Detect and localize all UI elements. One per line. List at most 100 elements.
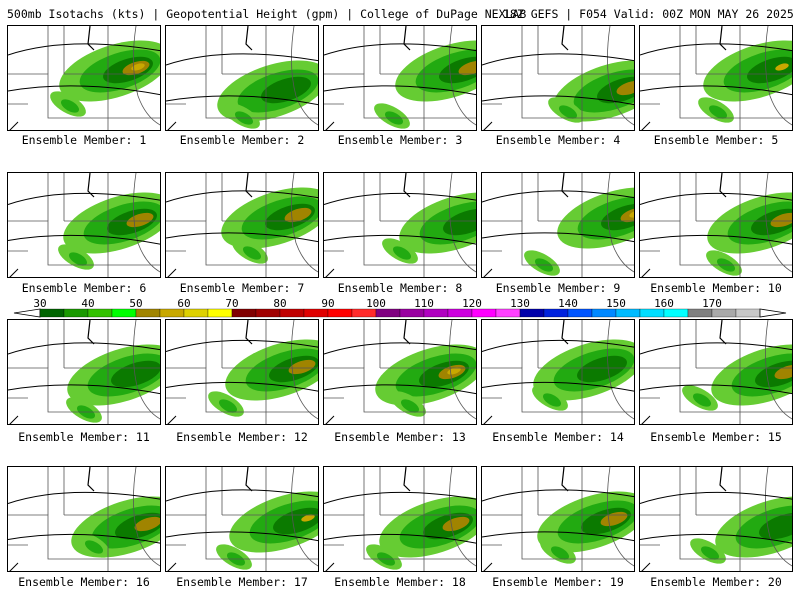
colorbar-segment <box>159 308 185 318</box>
isotach-map <box>166 320 318 424</box>
ensemble-member-label: Ensemble Member: 1 <box>21 133 147 147</box>
colorbar-segment <box>495 308 521 318</box>
colorbar-tick-label: 80 <box>273 297 287 310</box>
ensemble-panel <box>481 319 635 425</box>
ensemble-member-label: Ensemble Member: 19 <box>492 575 624 589</box>
colorbar-tick-label: 120 <box>462 297 482 310</box>
colorbar-segment <box>687 308 713 318</box>
colorbar-segment <box>39 308 65 318</box>
colorbar-segment <box>567 308 593 318</box>
colorbar-segment <box>447 308 473 318</box>
isotach-map <box>8 26 160 130</box>
ensemble-panel <box>481 172 635 278</box>
colorbar-segment <box>183 308 209 318</box>
isotach-map <box>640 26 792 130</box>
colorbar-tick-label: 130 <box>510 297 530 310</box>
ensemble-panel <box>323 319 477 425</box>
colorbar-segment <box>207 308 233 318</box>
ensemble-member-label: Ensemble Member: 16 <box>18 575 150 589</box>
ensemble-member-label: Ensemble Member: 2 <box>179 133 305 147</box>
ensemble-panel <box>639 172 793 278</box>
ensemble-member-label: Ensemble Member: 3 <box>337 133 463 147</box>
isotach-map <box>8 320 160 424</box>
colorbar-segment <box>639 308 665 318</box>
ensemble-member-label: Ensemble Member: 9 <box>495 281 621 295</box>
colorbar-segment <box>135 308 161 318</box>
colorbar-segment <box>279 308 305 318</box>
colorbar-tick-label: 30 <box>33 297 47 310</box>
colorbar-segment <box>519 308 545 318</box>
colorbar-segment <box>351 308 377 318</box>
colorbar-segment <box>255 308 281 318</box>
ensemble-member-label: Ensemble Member: 5 <box>653 133 779 147</box>
ensemble-member-label: Ensemble Member: 11 <box>18 430 150 444</box>
colorbar-segment <box>111 308 137 318</box>
colorbar-segment <box>591 308 617 318</box>
isotach-map <box>324 467 476 571</box>
colorbar-segment <box>399 308 425 318</box>
ensemble-member-label: Ensemble Member: 17 <box>176 575 308 589</box>
ensemble-panel <box>481 466 635 572</box>
ensemble-member-label: Ensemble Member: 12 <box>176 430 308 444</box>
ensemble-panel <box>165 172 319 278</box>
run-valid-time: 18Z GEFS | F054 Valid: 00Z MON MAY 26 20… <box>503 7 794 21</box>
isotach-map <box>482 173 634 277</box>
ensemble-member-label: Ensemble Member: 8 <box>337 281 463 295</box>
ensemble-panel <box>7 172 161 278</box>
ensemble-member-label: Ensemble Member: 18 <box>334 575 466 589</box>
colorbar-tick-label: 90 <box>321 297 335 310</box>
colorbar-segment <box>615 308 641 318</box>
isotach-map <box>166 467 318 571</box>
colorbar-tick-label: 70 <box>225 297 239 310</box>
ensemble-panel <box>165 319 319 425</box>
ensemble-panel <box>639 466 793 572</box>
isotach-map <box>166 26 318 130</box>
isotach-map <box>324 320 476 424</box>
colorbar-segment <box>663 308 689 318</box>
ensemble-member-label: Ensemble Member: 13 <box>334 430 466 444</box>
ensemble-panel <box>165 466 319 572</box>
ensemble-member-label: Ensemble Member: 6 <box>21 281 147 295</box>
colorbar-tick-label: 40 <box>81 297 95 310</box>
ensemble-panel <box>7 466 161 572</box>
colorbar-segment <box>87 308 113 318</box>
colorbar-tick-label: 140 <box>558 297 578 310</box>
colorbar-left-arrow <box>13 308 41 318</box>
isotach-map <box>324 26 476 130</box>
ensemble-panel <box>7 25 161 131</box>
isotach-map <box>482 467 634 571</box>
colorbar-segment <box>423 308 449 318</box>
ensemble-panel <box>481 25 635 131</box>
colorbar-segment <box>543 308 569 318</box>
colorbar-segment <box>711 308 737 318</box>
ensemble-member-label: Ensemble Member: 15 <box>650 430 782 444</box>
isotach-map <box>8 173 160 277</box>
isotach-map <box>640 467 792 571</box>
isotach-colorbar <box>13 308 787 318</box>
ensemble-member-label: Ensemble Member: 7 <box>179 281 305 295</box>
colorbar-tick-label: 170 <box>702 297 722 310</box>
ensemble-panel <box>639 319 793 425</box>
ensemble-panel <box>639 25 793 131</box>
colorbar-tick-label: 100 <box>366 297 386 310</box>
isotach-map <box>640 320 792 424</box>
ensemble-member-label: Ensemble Member: 4 <box>495 133 621 147</box>
colorbar-tick-label: 110 <box>414 297 434 310</box>
ensemble-member-label: Ensemble Member: 14 <box>492 430 624 444</box>
colorbar-tick-label: 150 <box>606 297 626 310</box>
ensemble-panel <box>323 25 477 131</box>
ensemble-member-label: Ensemble Member: 10 <box>650 281 782 295</box>
colorbar-segment <box>327 308 353 318</box>
isotach-map <box>324 173 476 277</box>
ensemble-panel <box>165 25 319 131</box>
ensemble-member-label: Ensemble Member: 20 <box>650 575 782 589</box>
colorbar-segment <box>375 308 401 318</box>
isotach-map <box>640 173 792 277</box>
isotach-map <box>482 320 634 424</box>
ensemble-panel <box>323 466 477 572</box>
colorbar-segment <box>231 308 257 318</box>
map-title: 500mb Isotachs (kts) | Geopotential Heig… <box>7 7 527 21</box>
colorbar-segment <box>471 308 497 318</box>
colorbar-segment <box>303 308 329 318</box>
colorbar-segment <box>735 308 761 318</box>
